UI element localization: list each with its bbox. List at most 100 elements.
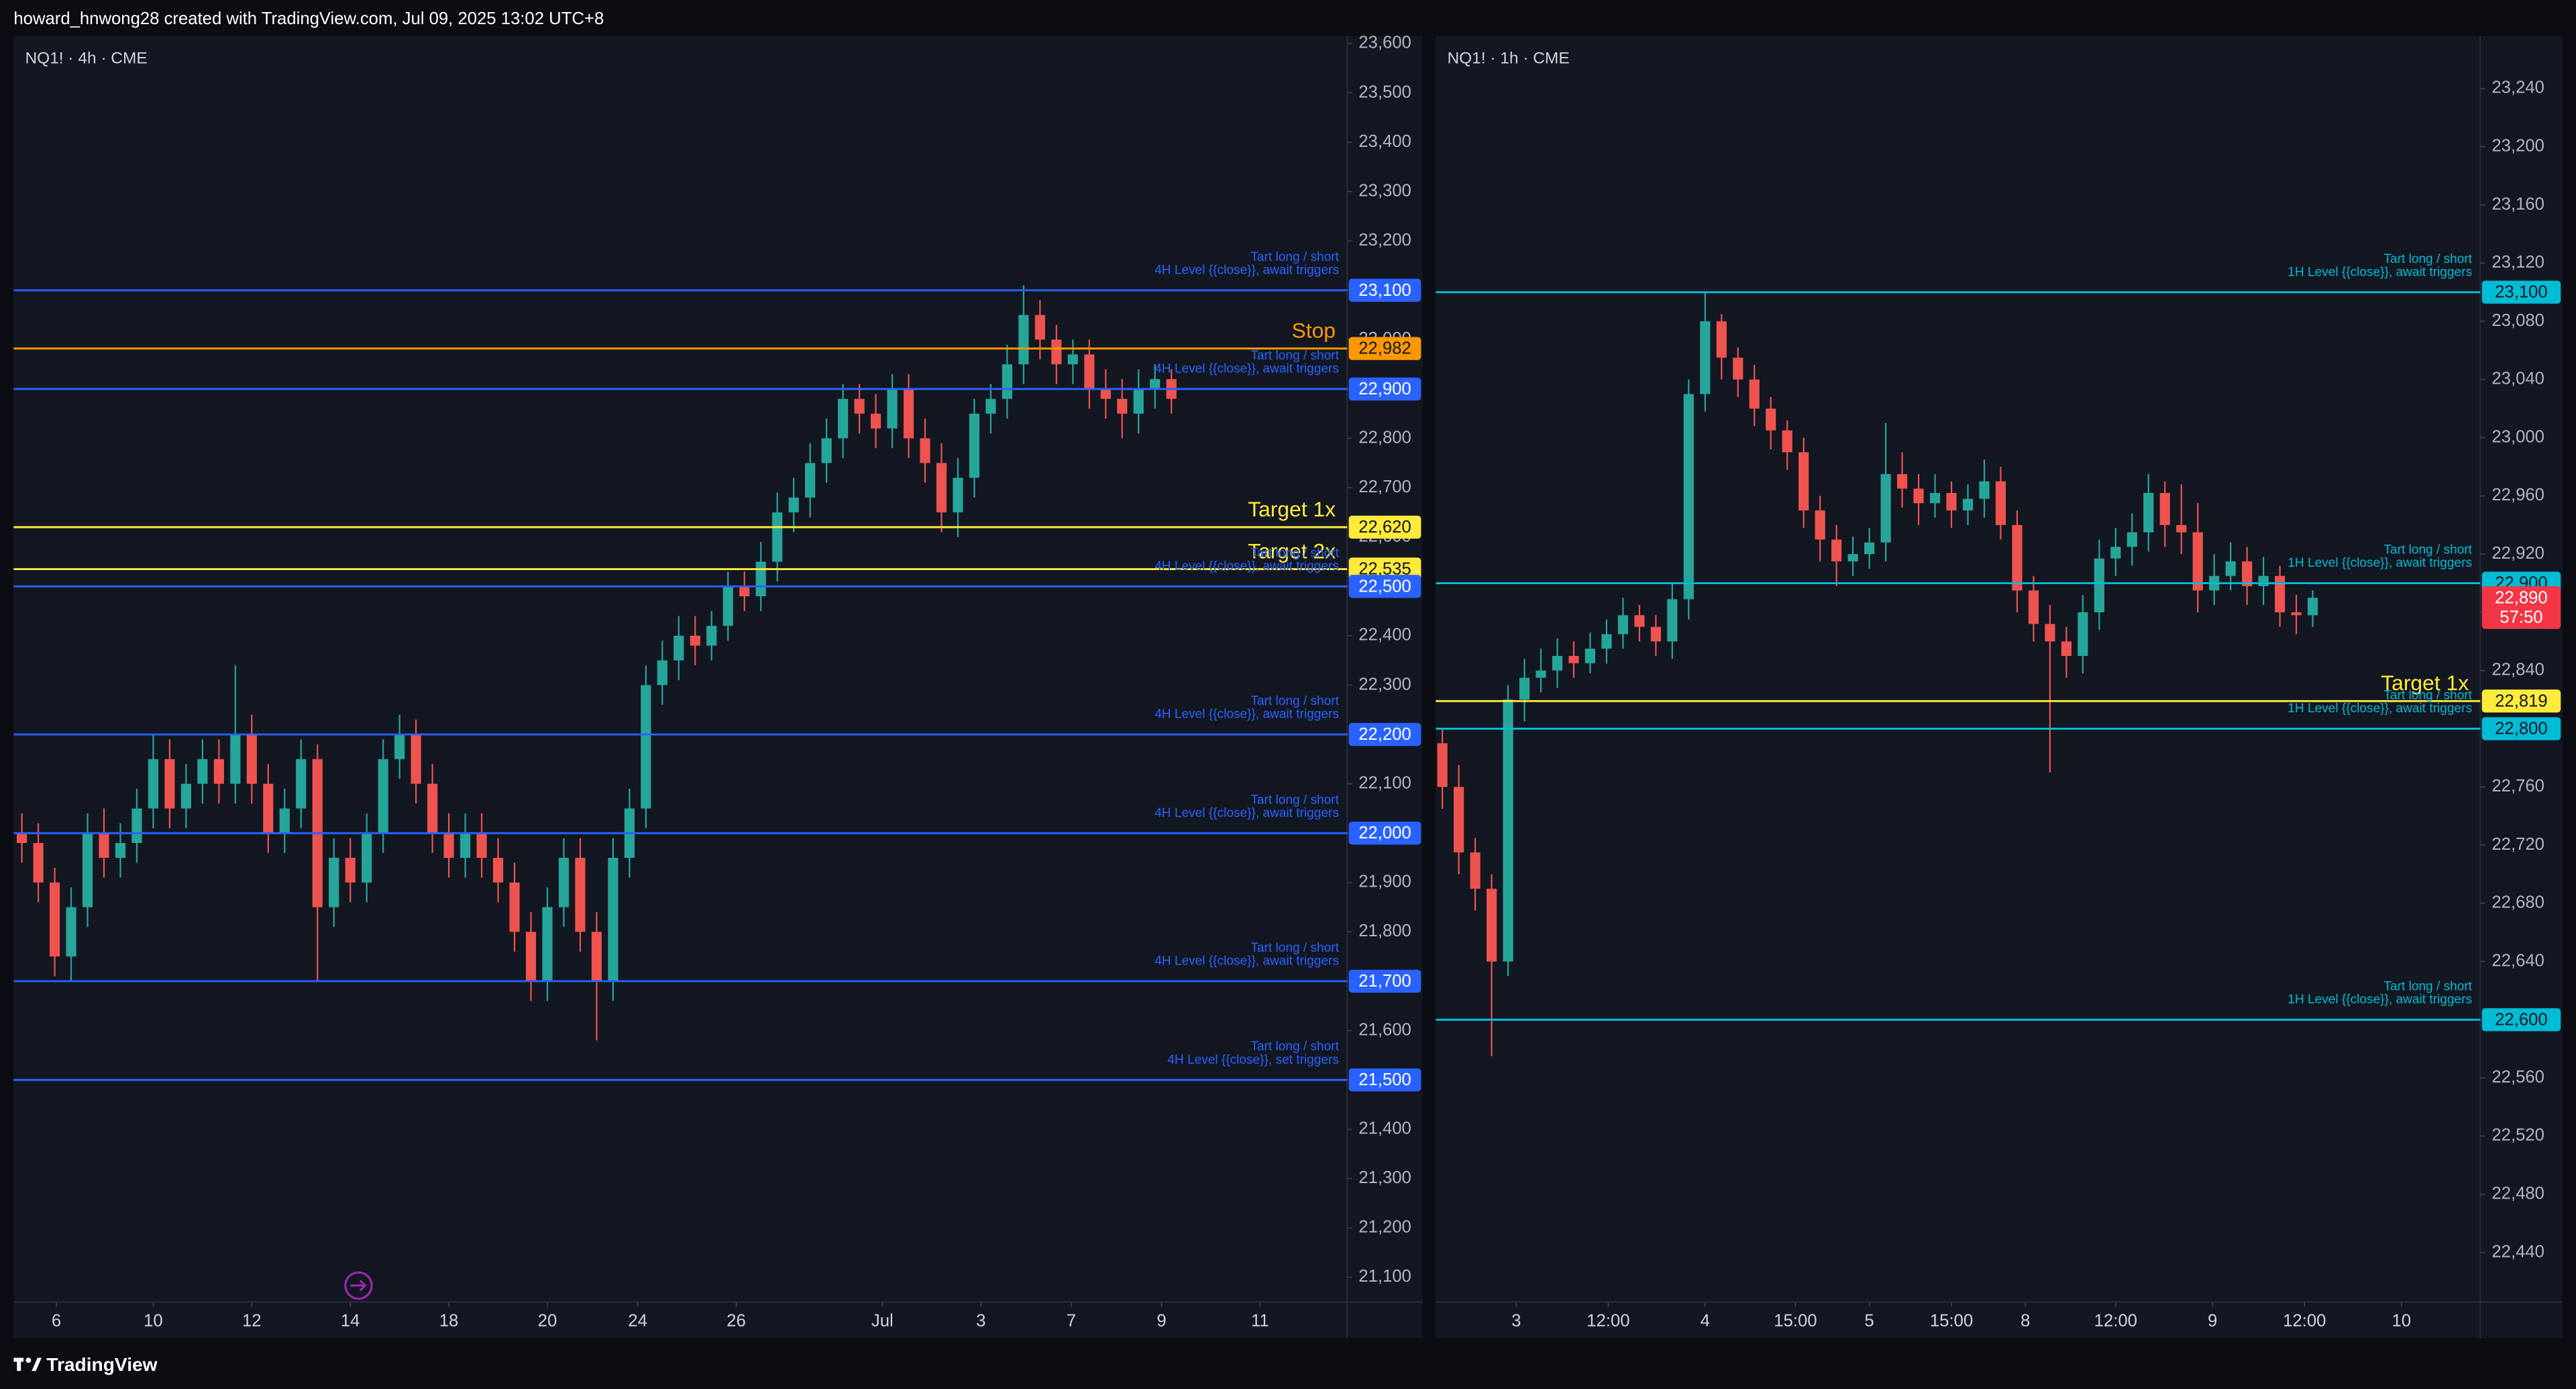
level-note: 1H Level {{close}}, await triggers (2288, 265, 2472, 279)
price-tag-label: 22,500 (1358, 577, 1411, 596)
price-tag (1348, 822, 1421, 845)
candle-body (1503, 700, 1513, 962)
candle-body (641, 685, 651, 809)
y-tick-label: 22,920 (2491, 544, 2544, 563)
y-tick-label: 22,560 (2491, 1068, 2544, 1087)
y-tick-label: 21,400 (1358, 1119, 1411, 1137)
candle-body (345, 858, 356, 883)
price-tag (2481, 1008, 2561, 1032)
candle-body (443, 833, 454, 858)
candle-body (1486, 889, 1497, 962)
price-tag (1348, 515, 1421, 539)
price-tag-label: 21,500 (1358, 1070, 1411, 1089)
candle-body (788, 497, 799, 512)
candle-body (394, 734, 405, 759)
candle-body (1519, 677, 1530, 700)
price-tag-label: 22,900 (1358, 380, 1411, 398)
x-tick-label: 4 (1701, 1311, 1710, 1330)
level-note: Tart long / short (1250, 1040, 1339, 1054)
logo-part (17, 1357, 21, 1372)
level-name: Target 2x (1248, 539, 1336, 563)
candle-body (1913, 488, 1924, 504)
candle-body (279, 808, 290, 834)
candle-body (263, 783, 274, 834)
candle-body (739, 586, 750, 597)
candle-body (706, 626, 717, 646)
price-tag (2481, 689, 2561, 713)
x-tick-label: 9 (2208, 1311, 2217, 1330)
candle-body (558, 858, 570, 907)
candle-body (1117, 398, 1128, 414)
y-tick-label: 22,960 (2491, 486, 2544, 504)
candle-body (180, 783, 191, 809)
price-tag (1348, 969, 1421, 993)
level-note: 1H Level {{close}}, await triggers (2288, 702, 2472, 716)
candle-body (2078, 612, 2088, 657)
y-tick-label: 23,200 (2491, 137, 2544, 156)
header-title: howard_hnwong28 created with TradingView… (13, 9, 604, 28)
candle-body (17, 833, 28, 843)
candle-body (1667, 599, 1678, 642)
candle-body (1979, 481, 1990, 499)
candle-body (213, 759, 224, 784)
candle-body (1733, 357, 1743, 380)
price-tag-label: 23,100 (2495, 283, 2548, 302)
level-note: Tart long / short (1250, 793, 1339, 807)
candle-body (164, 759, 175, 809)
candle-body (99, 833, 109, 858)
candle-body (1782, 430, 1792, 453)
price-tag-label: 22,800 (2495, 720, 2548, 738)
candle-body (1896, 474, 1908, 489)
candle-body (1100, 388, 1111, 399)
y-tick-label: 22,720 (2491, 835, 2544, 854)
y-tick-label: 23,500 (1358, 82, 1411, 101)
candle-body (903, 388, 914, 439)
candle-body (1051, 339, 1062, 365)
candle-body (33, 842, 44, 883)
candle-body (2242, 561, 2253, 586)
x-tick-label: 12:00 (1587, 1311, 1629, 1330)
candle-body (362, 833, 372, 883)
candle-body (1084, 354, 1095, 389)
x-tick-label: 6 (52, 1311, 61, 1330)
candle-body (870, 413, 881, 429)
candle-body (772, 512, 783, 562)
level-note: Tart long / short (1250, 694, 1339, 708)
candle-body (1585, 649, 1596, 663)
pane-title: NQ1! · 1h · CME (1447, 50, 1569, 68)
candle-body (66, 907, 76, 957)
x-tick-label: 10 (2392, 1311, 2411, 1330)
y-tick-label: 22,840 (2491, 661, 2544, 679)
price-tag (1348, 557, 1421, 581)
candle-body (838, 398, 849, 439)
price-tag (1348, 278, 1421, 302)
logo-part (25, 1357, 32, 1364)
pane-title: NQ1! · 4h · CME (25, 50, 147, 68)
candle-body (1067, 354, 1078, 365)
y-tick-label: 23,040 (2491, 370, 2544, 388)
candle-body (985, 398, 996, 414)
x-tick-label: 26 (727, 1311, 746, 1330)
candle-body (1634, 615, 1645, 627)
candle-body (230, 734, 241, 784)
logo-part (32, 1357, 42, 1372)
level-note: Tart long / short (2384, 689, 2473, 703)
y-tick-label: 21,300 (1358, 1168, 1411, 1187)
level-name: Stop (1292, 319, 1336, 343)
candle-body (476, 833, 487, 858)
candle-body (1847, 554, 1858, 562)
candle-body (1700, 321, 1711, 394)
x-tick-label: 12:00 (2283, 1311, 2326, 1330)
y-tick-label: 22,400 (1358, 626, 1411, 645)
candle-body (542, 907, 553, 981)
y-tick-label: 23,300 (1358, 181, 1411, 200)
level-name: Target 1x (1248, 497, 1336, 521)
x-tick-label: 8 (2021, 1311, 2030, 1330)
level-note: Tart long / short (1250, 941, 1339, 955)
y-tick-label: 22,700 (1358, 478, 1411, 496)
price-tag (1348, 377, 1421, 401)
candle-body (1552, 656, 1563, 671)
candle-body (427, 783, 438, 834)
